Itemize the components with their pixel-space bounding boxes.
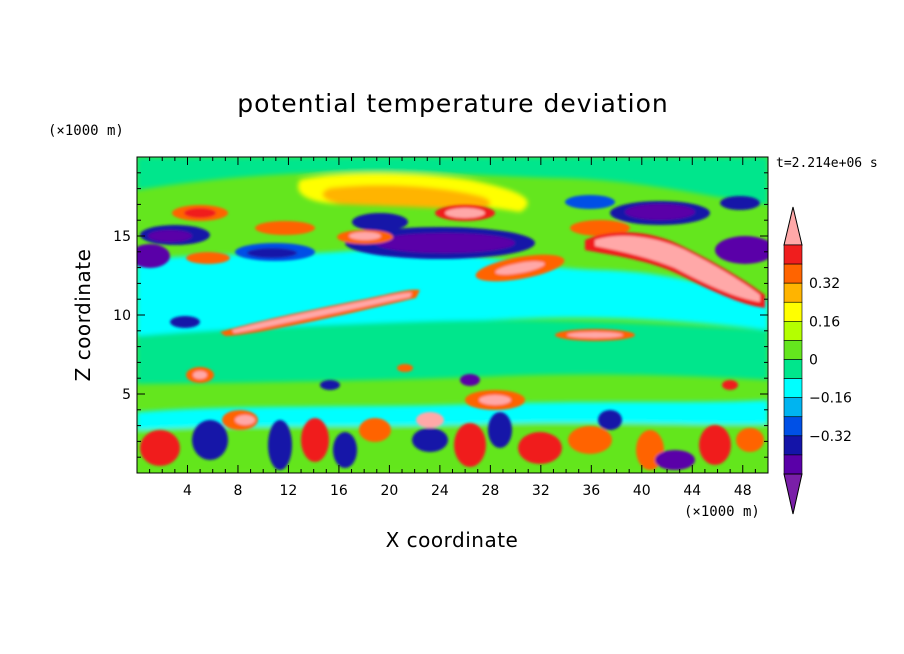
time-label: t=2.214e+06 s [776,156,878,171]
upper-band-green [137,157,768,205]
warm-eddy-lower-left [140,430,180,466]
colorbar-segment [783,397,803,418]
x-tick-label: 36 [582,483,600,499]
z-tick-label: 15 [113,229,131,245]
x-axis-ticks: 4 8 12 16 20 24 28 32 36 40 44 48 [149,157,756,499]
colorbar-top-triangle [783,206,803,246]
colorbar-segment [783,263,803,284]
x-axis-label: X coordinate [386,528,519,552]
x-tick-label: 8 [233,483,242,499]
x-tick-label: 32 [532,483,550,499]
colorbar-label: 0 [809,353,818,369]
x-unit-label: (×1000 m) [684,504,760,520]
x-tick-label: 4 [183,483,192,499]
x-tick-label: 48 [734,483,752,499]
purple-blob-far-left [137,244,170,268]
colorbar-segment [783,454,803,475]
colorbar-segment [783,321,803,341]
x-tick-label: 28 [481,483,499,499]
warm-eddy-lower-center [518,432,562,464]
colorbar-segment [783,416,803,437]
z-unit-label: (×1000 m) [48,123,124,139]
z-axis-ticks: 5 10 15 [113,172,768,458]
colorbar-segment [783,244,803,265]
colorbar-label: −0.32 [809,429,852,445]
colorbar: 0.32 0.16 0 −0.16 −0.32 [783,206,852,515]
x-tick-label: 44 [683,483,701,499]
colorbar-label: −0.16 [809,391,852,407]
z-tick-label: 5 [122,387,131,403]
chart-title: potential temperature deviation [237,89,668,118]
colorbar-segment [783,435,803,456]
colorbar-segment [783,359,803,379]
colorbar-bottom-triangle [783,473,803,515]
x-tick-label: 16 [330,483,348,499]
colorbar-segment [783,301,803,322]
colorbar-segment [783,378,803,398]
x-tick-label: 20 [380,483,398,499]
z-tick-label: 10 [113,308,131,324]
z-axis-label: Z coordinate [71,249,95,382]
contour-field [137,157,768,473]
colorbar-label: 0.32 [809,276,840,292]
x-tick-label: 40 [633,483,651,499]
orange-band-upper [322,185,491,211]
colorbar-segment [783,340,803,360]
x-tick-label: 12 [280,483,298,499]
colorbar-label: 0.16 [809,314,840,330]
x-tick-label: 24 [431,483,449,499]
colorbar-segment [783,282,803,303]
